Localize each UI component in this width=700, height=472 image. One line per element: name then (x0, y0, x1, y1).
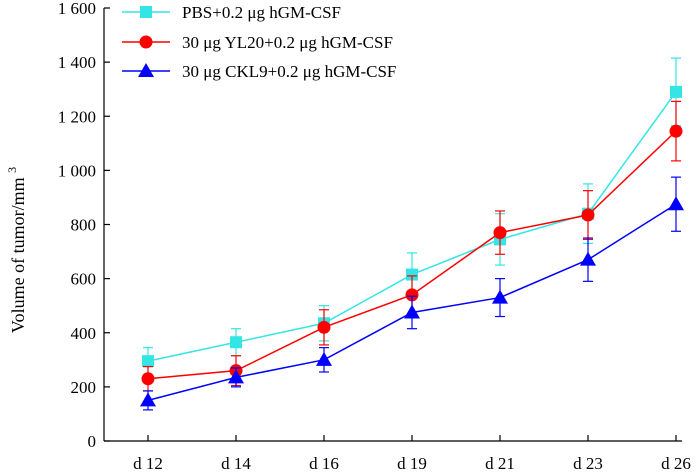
x-tick-label: d 16 (309, 454, 339, 472)
x-tick-label: d 23 (573, 454, 603, 472)
x-tick-label: d 19 (397, 454, 427, 472)
data-point (406, 268, 418, 281)
y-tick-label: 0 (88, 432, 97, 451)
x-tick-label: d 12 (133, 454, 163, 472)
data-point (404, 304, 420, 319)
y-tick-label: 200 (71, 378, 97, 397)
data-point (142, 355, 154, 368)
data-point (581, 208, 595, 222)
y-axis-ticks: 0 200 400 600 800 1 000 1 200 1 400 1 600 (58, 0, 110, 451)
y-tick-label: 1 000 (58, 161, 96, 180)
data-point (230, 336, 242, 349)
legend: PBS+0.2 μg hGM-CSF 30 μg YL20+0.2 μg hGM-… (122, 3, 396, 81)
data-point (317, 320, 331, 334)
y-tick-label: 1 400 (58, 53, 96, 72)
y-axis-title-superscript: 3 (5, 167, 19, 173)
legend-label: 30 μg CKL9+0.2 μg hGM-CSF (182, 62, 396, 81)
data-point (316, 351, 332, 366)
legend-marker (139, 35, 153, 49)
data-point (580, 251, 596, 266)
legend-label: PBS+0.2 μg hGM-CSF (182, 3, 341, 22)
series-2 (141, 100, 683, 392)
y-tick-label: 1 600 (58, 0, 96, 18)
x-tick-label: d 21 (485, 454, 515, 472)
legend-entry-2: 30 μg YL20+0.2 μg hGM-CSF (122, 33, 393, 52)
legend-marker (140, 6, 152, 18)
data-point (140, 392, 156, 407)
series-layer (140, 57, 684, 411)
x-tick-label: d 14 (221, 454, 251, 472)
x-axis-ticks: d 12 d 14 d 16 d 19 d 21 d 23 d 26 (133, 435, 691, 472)
y-tick-label: 400 (71, 324, 97, 343)
legend-label: 30 μg YL20+0.2 μg hGM-CSF (182, 33, 393, 52)
data-point (668, 196, 684, 211)
y-tick-label: 800 (71, 216, 97, 235)
data-point (493, 226, 507, 240)
data-point (405, 288, 419, 302)
data-point (670, 85, 682, 98)
y-axis-title-text: Volume of tumor/mm (8, 177, 28, 333)
x-tick-label: d 26 (661, 454, 691, 472)
data-point (669, 124, 683, 138)
data-point (492, 289, 508, 304)
y-axis-title: Volume of tumor/mm 3 (5, 167, 28, 333)
series-3 (140, 176, 684, 411)
data-point (141, 372, 155, 386)
y-tick-label: 1 200 (58, 107, 96, 126)
legend-entry-3: 30 μg CKL9+0.2 μg hGM-CSF (122, 62, 396, 81)
data-point (228, 369, 244, 384)
legend-marker (138, 63, 154, 77)
legend-entry-1: PBS+0.2 μg hGM-CSF (122, 3, 341, 22)
y-tick-label: 600 (71, 270, 97, 289)
